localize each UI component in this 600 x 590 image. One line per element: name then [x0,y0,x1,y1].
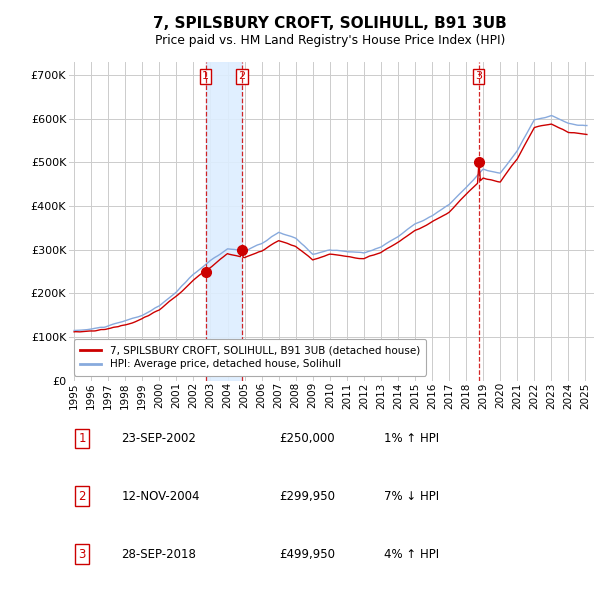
Bar [206,62,242,381]
Text: 3: 3 [79,548,86,560]
Text: Price paid vs. HM Land Registry's House Price Index (HPI): Price paid vs. HM Land Registry's House … [155,34,505,47]
Legend: 7, SPILSBURY CROFT, SOLIHULL, B91 3UB (detached house), HPI: Average price, deta: 7, SPILSBURY CROFT, SOLIHULL, B91 3UB (d… [74,339,426,376]
Text: £499,950: £499,950 [279,548,335,560]
Text: 12-NOV-2004: 12-NOV-2004 [121,490,200,503]
Text: 1: 1 [202,71,209,81]
Text: 2: 2 [79,490,86,503]
Text: £299,950: £299,950 [279,490,335,503]
Text: 7, SPILSBURY CROFT, SOLIHULL, B91 3UB: 7, SPILSBURY CROFT, SOLIHULL, B91 3UB [153,16,507,31]
Text: 7% ↓ HPI: 7% ↓ HPI [384,490,439,503]
Text: 23-SEP-2002: 23-SEP-2002 [121,432,196,445]
Text: 4% ↑ HPI: 4% ↑ HPI [384,548,439,560]
Text: 2: 2 [239,71,246,81]
Text: 1% ↑ HPI: 1% ↑ HPI [384,432,439,445]
Text: £250,000: £250,000 [279,432,335,445]
Text: 3: 3 [475,71,482,81]
Text: 28-SEP-2018: 28-SEP-2018 [121,548,196,560]
Text: 1: 1 [79,432,86,445]
